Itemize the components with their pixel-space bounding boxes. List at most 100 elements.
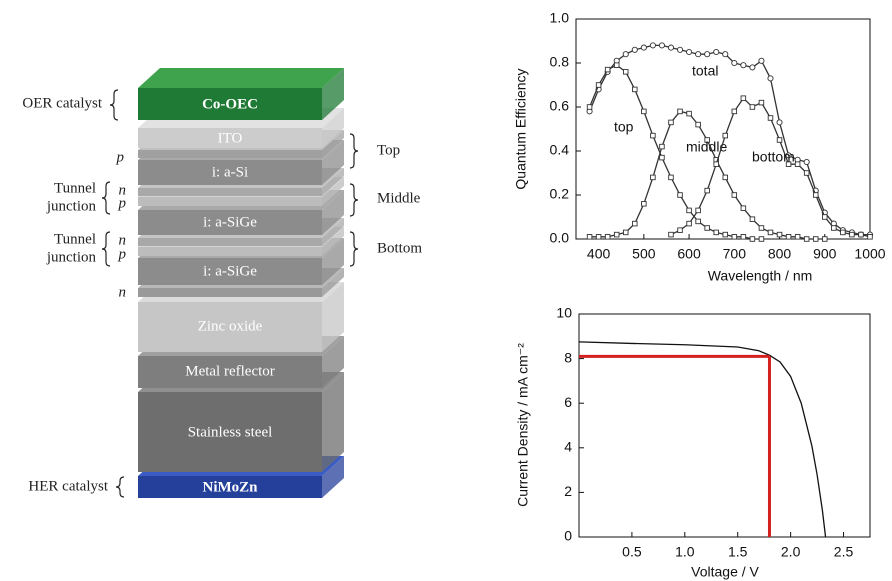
- point: [750, 105, 755, 110]
- point: [759, 226, 764, 231]
- point: [741, 206, 746, 211]
- side-label: n: [119, 284, 127, 300]
- layer-label: i: a-SiGe: [203, 263, 257, 279]
- series-line: [590, 45, 870, 234]
- y-tick-label: 0.6: [550, 98, 570, 114]
- point: [660, 144, 665, 149]
- point: [651, 133, 656, 138]
- layer-label: Co-OEC: [202, 96, 258, 112]
- x-axis-label: Wavelength / nm: [708, 268, 813, 284]
- point: [605, 235, 610, 240]
- brace: [350, 134, 358, 168]
- layer-front: [138, 238, 322, 246]
- x-tick-label: 2.0: [781, 544, 801, 560]
- x-tick-label: 700: [723, 246, 747, 262]
- y-tick-label: 1.0: [550, 10, 570, 26]
- point: [723, 133, 728, 138]
- side-label: p: [116, 149, 125, 165]
- series-label: bottom: [752, 149, 795, 165]
- point: [868, 235, 873, 240]
- side-label: junction: [46, 198, 97, 214]
- point: [723, 52, 728, 57]
- side-label: Tunnel: [54, 180, 96, 196]
- brace: [110, 90, 118, 120]
- brace: [350, 232, 358, 266]
- layer-front: [138, 188, 322, 196]
- y-tick-label: 0.8: [550, 54, 570, 70]
- point: [768, 76, 773, 81]
- point: [678, 228, 683, 233]
- point: [750, 217, 755, 222]
- point: [614, 232, 619, 237]
- x-tick-label: 900: [813, 246, 837, 262]
- point: [696, 122, 701, 127]
- x-tick-label: 800: [768, 246, 792, 262]
- point: [795, 235, 800, 240]
- point: [723, 232, 728, 237]
- point: [632, 47, 637, 52]
- point: [714, 230, 719, 235]
- x-tick-label: 400: [587, 246, 611, 262]
- point: [696, 52, 701, 57]
- point: [687, 111, 692, 116]
- x-tick-label: 500: [632, 246, 656, 262]
- x-tick-label: 1.5: [728, 544, 748, 560]
- point: [677, 47, 682, 52]
- point: [750, 65, 755, 70]
- x-tick-label: 1.0: [675, 544, 695, 560]
- x-tick-label: 600: [677, 246, 701, 262]
- point: [813, 237, 818, 242]
- point: [732, 109, 737, 114]
- point: [804, 171, 809, 176]
- layer-label: Zinc oxide: [198, 318, 263, 334]
- point: [642, 202, 647, 207]
- layer-front: [138, 150, 322, 158]
- point: [859, 232, 864, 237]
- point: [668, 45, 673, 50]
- point: [813, 193, 818, 198]
- brace: [102, 232, 110, 266]
- cell-label: Middle: [377, 190, 421, 206]
- point: [669, 175, 674, 180]
- cell-label: Top: [377, 142, 400, 158]
- layer-label: Metal reflector: [185, 363, 275, 379]
- point: [822, 237, 827, 242]
- point: [850, 232, 855, 237]
- y-tick-label: 0.2: [550, 186, 570, 202]
- point: [587, 105, 592, 110]
- side-label: p: [118, 246, 127, 262]
- point: [650, 43, 655, 48]
- point: [759, 237, 764, 242]
- point: [605, 67, 610, 72]
- point: [804, 159, 809, 164]
- cell-label: Bottom: [377, 240, 422, 256]
- chart: 40050060070080090010000.00.20.40.60.81.0…: [513, 10, 886, 284]
- side-label: p: [118, 195, 127, 211]
- y-tick-label: 10: [556, 305, 572, 321]
- point: [768, 230, 773, 235]
- point: [741, 235, 746, 240]
- y-tick-label: 0.4: [550, 142, 570, 158]
- layer-top: [138, 68, 344, 88]
- figure: Co-OEC ITO i: a-Si i: a-SiGe i: a-SiGe Z…: [0, 0, 892, 581]
- point: [687, 208, 692, 213]
- point: [714, 162, 719, 167]
- point: [732, 193, 737, 198]
- y-tick-label: 2: [564, 483, 572, 499]
- point: [804, 237, 809, 242]
- y-tick-label: 8: [564, 349, 572, 365]
- side-label: Tunnel: [54, 231, 96, 247]
- point: [633, 221, 638, 226]
- y-axis-label: Current Density / mA cm⁻²: [515, 343, 531, 507]
- y-tick-label: 4: [564, 439, 572, 455]
- point: [669, 232, 674, 237]
- y-tick-label: 0: [564, 528, 572, 544]
- point: [651, 175, 656, 180]
- point: [732, 235, 737, 240]
- point: [596, 83, 601, 88]
- series-line: [590, 65, 762, 239]
- point: [795, 162, 800, 167]
- side-label: HER catalyst: [28, 478, 108, 494]
- point: [669, 120, 674, 125]
